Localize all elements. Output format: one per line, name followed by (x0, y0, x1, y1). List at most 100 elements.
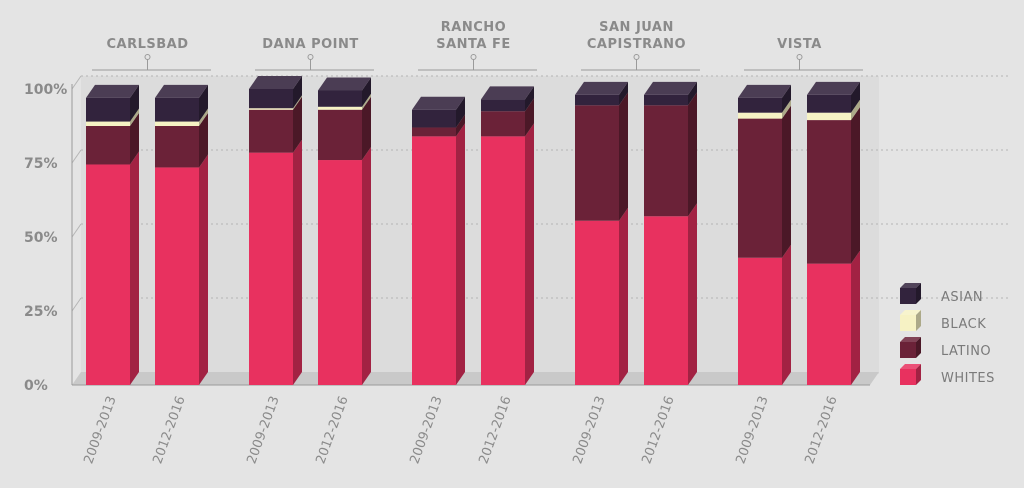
bar-segment-black (807, 112, 851, 121)
bar-side-whites (199, 154, 208, 385)
legend-swatch-top (900, 283, 921, 288)
bar-segment-whites (644, 216, 688, 385)
bar-side-latino (851, 107, 860, 264)
x-tick-label: 2012-2016 (639, 394, 677, 466)
bar-top (249, 76, 302, 89)
x-tick-label: 2009-2013 (733, 394, 771, 466)
bar-segment-latino (86, 126, 130, 165)
bar-segment-latino (807, 120, 851, 264)
bar-segment-black (318, 106, 362, 110)
bar-segment-asian (318, 90, 362, 107)
bar-side-asian (782, 84, 791, 113)
bar-top (644, 81, 697, 95)
bar-segment-black (155, 121, 199, 126)
legend-swatch-top (900, 337, 921, 342)
legend-swatch-top (900, 310, 921, 315)
group-bracket-dot (470, 54, 477, 60)
legend-swatch (900, 288, 916, 304)
bar-side-whites (362, 147, 371, 385)
bar-side-black (293, 95, 302, 110)
y-tick-label: 100% (24, 82, 67, 98)
bar-side-latino (456, 114, 465, 137)
bar-side-asian (851, 81, 860, 113)
bar-side-asian (525, 86, 534, 112)
bar-segment-latino (575, 105, 619, 221)
bar-segment-black (249, 108, 293, 110)
bar-side-asian (199, 84, 208, 122)
legend-label-asian: ASIAN (941, 290, 983, 305)
group-label: SANTA FE (436, 37, 511, 52)
bar-segment-asian (807, 94, 851, 113)
bar-side-latino (525, 98, 534, 137)
group-bracket-dot (307, 54, 314, 60)
bar-side-latino (688, 92, 697, 217)
bar-side-whites (782, 244, 791, 385)
bar-side-asian (362, 77, 371, 107)
y-tick-label: 0% (24, 378, 48, 394)
legend-swatch (900, 342, 916, 358)
gridline-depth (71, 297, 82, 312)
bar-segment-whites (318, 160, 362, 385)
bar-top (807, 81, 860, 95)
bar-segment-black (738, 112, 782, 119)
bar-segment-asian (155, 97, 199, 122)
bar-side-asian (688, 81, 697, 106)
bar-segment-latino (249, 109, 293, 153)
x-tick-label: 2012-2016 (802, 394, 840, 466)
bar-segment-asian (412, 109, 456, 128)
bar-segment-whites (86, 164, 130, 385)
x-tick-label: 2012-2016 (313, 394, 351, 466)
bar-top (738, 84, 791, 98)
bar-top (86, 84, 139, 98)
bar-side-whites (851, 250, 860, 385)
bar-segment-asian (481, 99, 525, 112)
bar-side-black (130, 108, 139, 126)
legend-swatch (900, 315, 916, 331)
bar-top (575, 81, 628, 95)
x-tick-label: 2012-2016 (150, 394, 188, 466)
bar-segment-latino (412, 127, 456, 137)
y-tick-label: 75% (24, 156, 58, 172)
legend-swatch-side (916, 364, 921, 385)
bar-side-latino (619, 92, 628, 221)
bar-side-latino (782, 105, 791, 258)
bar-side-whites (456, 123, 465, 386)
bar-side-asian (456, 96, 465, 128)
bar-segment-whites (155, 167, 199, 385)
bar-side-black (199, 108, 208, 126)
bar-segment-latino (481, 111, 525, 137)
x-tick-label: 2012-2016 (476, 394, 514, 466)
group-label: CARLSBAD (106, 37, 188, 52)
legend-swatch-side (916, 337, 921, 358)
bar-top (481, 86, 534, 100)
bar-segment-asian (644, 94, 688, 106)
bar-segment-black (86, 121, 130, 126)
bar-segment-whites (249, 152, 293, 385)
bar-side-latino (293, 96, 302, 153)
bar-segment-asian (738, 97, 782, 113)
bar-segment-whites (412, 136, 456, 385)
legend-swatch (900, 369, 916, 385)
bar-top (412, 96, 465, 110)
group-label: RANCHO (441, 20, 506, 35)
bar-side-whites (293, 139, 302, 385)
bar-side-latino (130, 113, 139, 165)
bar-side-black (782, 99, 791, 119)
bar-top (155, 84, 208, 98)
legend-swatch-side (916, 310, 921, 331)
bar-side-whites (619, 207, 628, 385)
bar-segment-latino (644, 105, 688, 217)
gridline-depth (71, 223, 82, 238)
group-label: DANA POINT (262, 37, 358, 52)
bar-side-whites (688, 203, 697, 385)
bar-segment-asian (575, 94, 619, 106)
y-tick-label: 25% (24, 304, 58, 320)
bar-segment-whites (807, 263, 851, 385)
legend-label-black: BLACK (941, 317, 986, 332)
bar-side-asian (293, 76, 302, 109)
x-tick-label: 2009-2013 (81, 394, 119, 466)
bar-side-asian (619, 81, 628, 106)
legend-label-whites: WHITES (941, 371, 995, 386)
group-bracket-dot (796, 54, 803, 60)
